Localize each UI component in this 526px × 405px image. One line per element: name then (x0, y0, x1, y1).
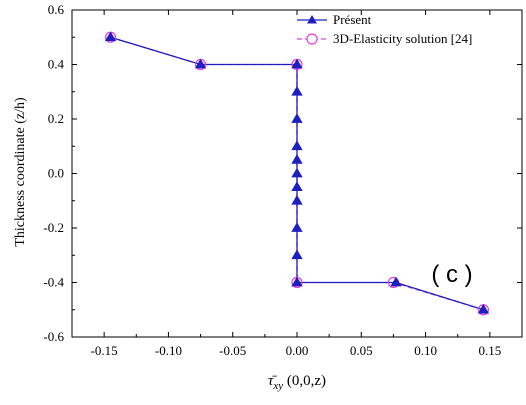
legend-label-0: Présent (333, 12, 372, 27)
data-point-triangle (477, 303, 490, 314)
data-point-triangle (291, 222, 303, 232)
series-layer (104, 31, 490, 316)
data-point-triangle (291, 85, 303, 96)
y-tick-label: -0.6 (43, 329, 64, 344)
y-tick-label: 0.6 (48, 2, 65, 17)
x-axis-title-symbol: τ̄ (268, 373, 277, 389)
x-tick-label: 0.10 (414, 343, 437, 358)
data-point-triangle (291, 181, 303, 192)
y-tick-label: 0.4 (48, 57, 65, 72)
data-point-triangle (291, 194, 303, 205)
legend-label-1: 3D-Elasticity solution [24] (333, 31, 472, 46)
y-tick-label: 0.2 (48, 111, 64, 126)
x-tick-label: 0.15 (478, 343, 501, 358)
legend: Présent 3D-Elasticity solution [24] (297, 12, 472, 46)
data-point-triangle (291, 140, 303, 151)
axes: -0.15 -0.10 -0.05 0.00 0.05 0.10 0.15 -0.6 -0.4 -… (43, 2, 523, 358)
legend-marker-1 (306, 33, 318, 45)
y-axis-title: Thickness coordinate (z/h) (13, 97, 28, 247)
x-axis-title-subscript: xy (272, 380, 283, 392)
x-tick-label: 0.05 (350, 343, 373, 358)
x-tick-label: -0.15 (91, 343, 118, 358)
x-tick-label: 0.00 (286, 343, 309, 358)
data-point-triangle (104, 31, 117, 42)
data-point-triangle (291, 249, 303, 260)
data-point-triangle (390, 276, 402, 287)
data-point-triangle (291, 58, 303, 69)
x-tick-label: -0.10 (155, 343, 182, 358)
data-point-triangle (291, 276, 303, 287)
x-tick-label: -0.05 (219, 343, 246, 358)
data-point-triangle (291, 167, 303, 178)
y-tick-label: -0.2 (43, 220, 64, 235)
data-point-triangle (291, 113, 303, 123)
x-axis-title-args: (0,0,z) (283, 373, 326, 389)
data-point-triangle (291, 154, 303, 164)
y-tick-label: 0.0 (48, 166, 64, 181)
panel-annotation: ( c ) (431, 261, 472, 288)
y-tick-label: -0.4 (43, 275, 64, 290)
data-point-triangle (194, 58, 207, 69)
x-axis-title: τ̄xy (0,0,z) (268, 373, 326, 392)
legend-marker-0 (307, 15, 317, 24)
